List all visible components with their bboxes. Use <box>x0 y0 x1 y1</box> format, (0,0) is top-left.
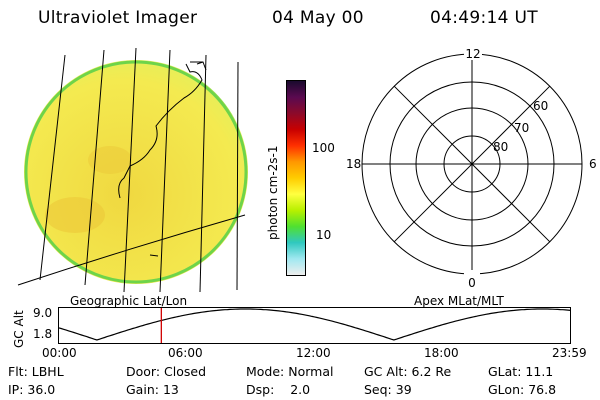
status-door: Door: Closed <box>126 364 207 379</box>
polar-label: Apex MLat/MLT <box>414 294 504 308</box>
mlat-label-60: 60 <box>533 99 548 113</box>
status-gc-alt: GC Alt: 6.2 Re <box>364 364 452 379</box>
time-tick-0600: 06:00 <box>168 346 203 360</box>
mlt-label-0: 0 <box>468 276 476 288</box>
map-label: Geographic Lat/Lon <box>70 294 188 308</box>
status-ip: IP: 36.0 <box>8 382 56 397</box>
longitude-lines <box>39 47 239 293</box>
coastline-mark <box>190 61 207 71</box>
gc-alt-plot <box>58 307 571 344</box>
status-glon: GLon: 76.8 <box>488 382 557 397</box>
observation-date: 04 May 00 <box>272 8 364 28</box>
gc-alt-tick-high: 9.0 <box>33 306 53 320</box>
status-mode: Mode: Normal <box>246 364 334 379</box>
earth-image <box>17 47 248 293</box>
status-gain: Gain: 13 <box>126 382 179 397</box>
colorbar-tick-10: 10 <box>316 228 332 242</box>
gc-alt-tick-low: 1.8 <box>33 327 53 341</box>
polar-grid: 12 18 6 0 60 70 80 <box>346 48 597 288</box>
coastline-fragment <box>149 254 159 257</box>
status-dsp: Dsp: 2.0 <box>246 382 311 397</box>
mlt-label-6: 6 <box>589 157 597 171</box>
time-tick-0000: 00:00 <box>42 346 77 360</box>
time-tick-1200: 12:00 <box>296 346 331 360</box>
time-tick-1800: 18:00 <box>424 346 459 360</box>
status-filter: Flt: LBHL <box>8 364 64 379</box>
mlat-label-70: 70 <box>514 121 529 135</box>
colorbar-unit-label: photon cm-2s-1 <box>266 145 280 241</box>
colorbar-tick-100: 100 <box>312 141 335 155</box>
colorbar <box>286 80 306 276</box>
status-seq: Seq: 39 <box>364 382 412 397</box>
coastline <box>118 63 203 199</box>
gc-alt-curve <box>58 308 571 341</box>
mlt-label-18: 18 <box>346 157 361 171</box>
status-glat: GLat: 11.1 <box>488 364 554 379</box>
gc-alt-axis-label: GC Alt <box>12 310 26 348</box>
observation-time: 04:49:14 UT <box>430 8 538 28</box>
instrument-title: Ultraviolet Imager <box>38 8 198 28</box>
time-tick-2359: 23:59 <box>552 346 587 360</box>
mlat-label-80: 80 <box>493 140 508 154</box>
mlt-label-12: 12 <box>465 48 480 61</box>
latitude-line <box>17 214 246 286</box>
